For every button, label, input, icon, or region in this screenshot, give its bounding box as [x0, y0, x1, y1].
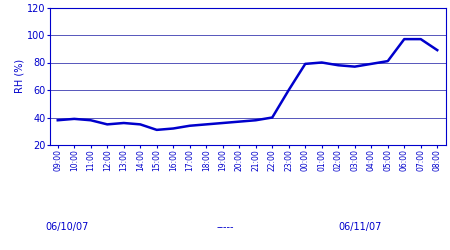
Text: -----: ----- — [216, 222, 234, 232]
Text: 06/11/07: 06/11/07 — [338, 222, 382, 232]
Text: 06/10/07: 06/10/07 — [46, 222, 89, 232]
Y-axis label: RH (%): RH (%) — [14, 59, 24, 93]
